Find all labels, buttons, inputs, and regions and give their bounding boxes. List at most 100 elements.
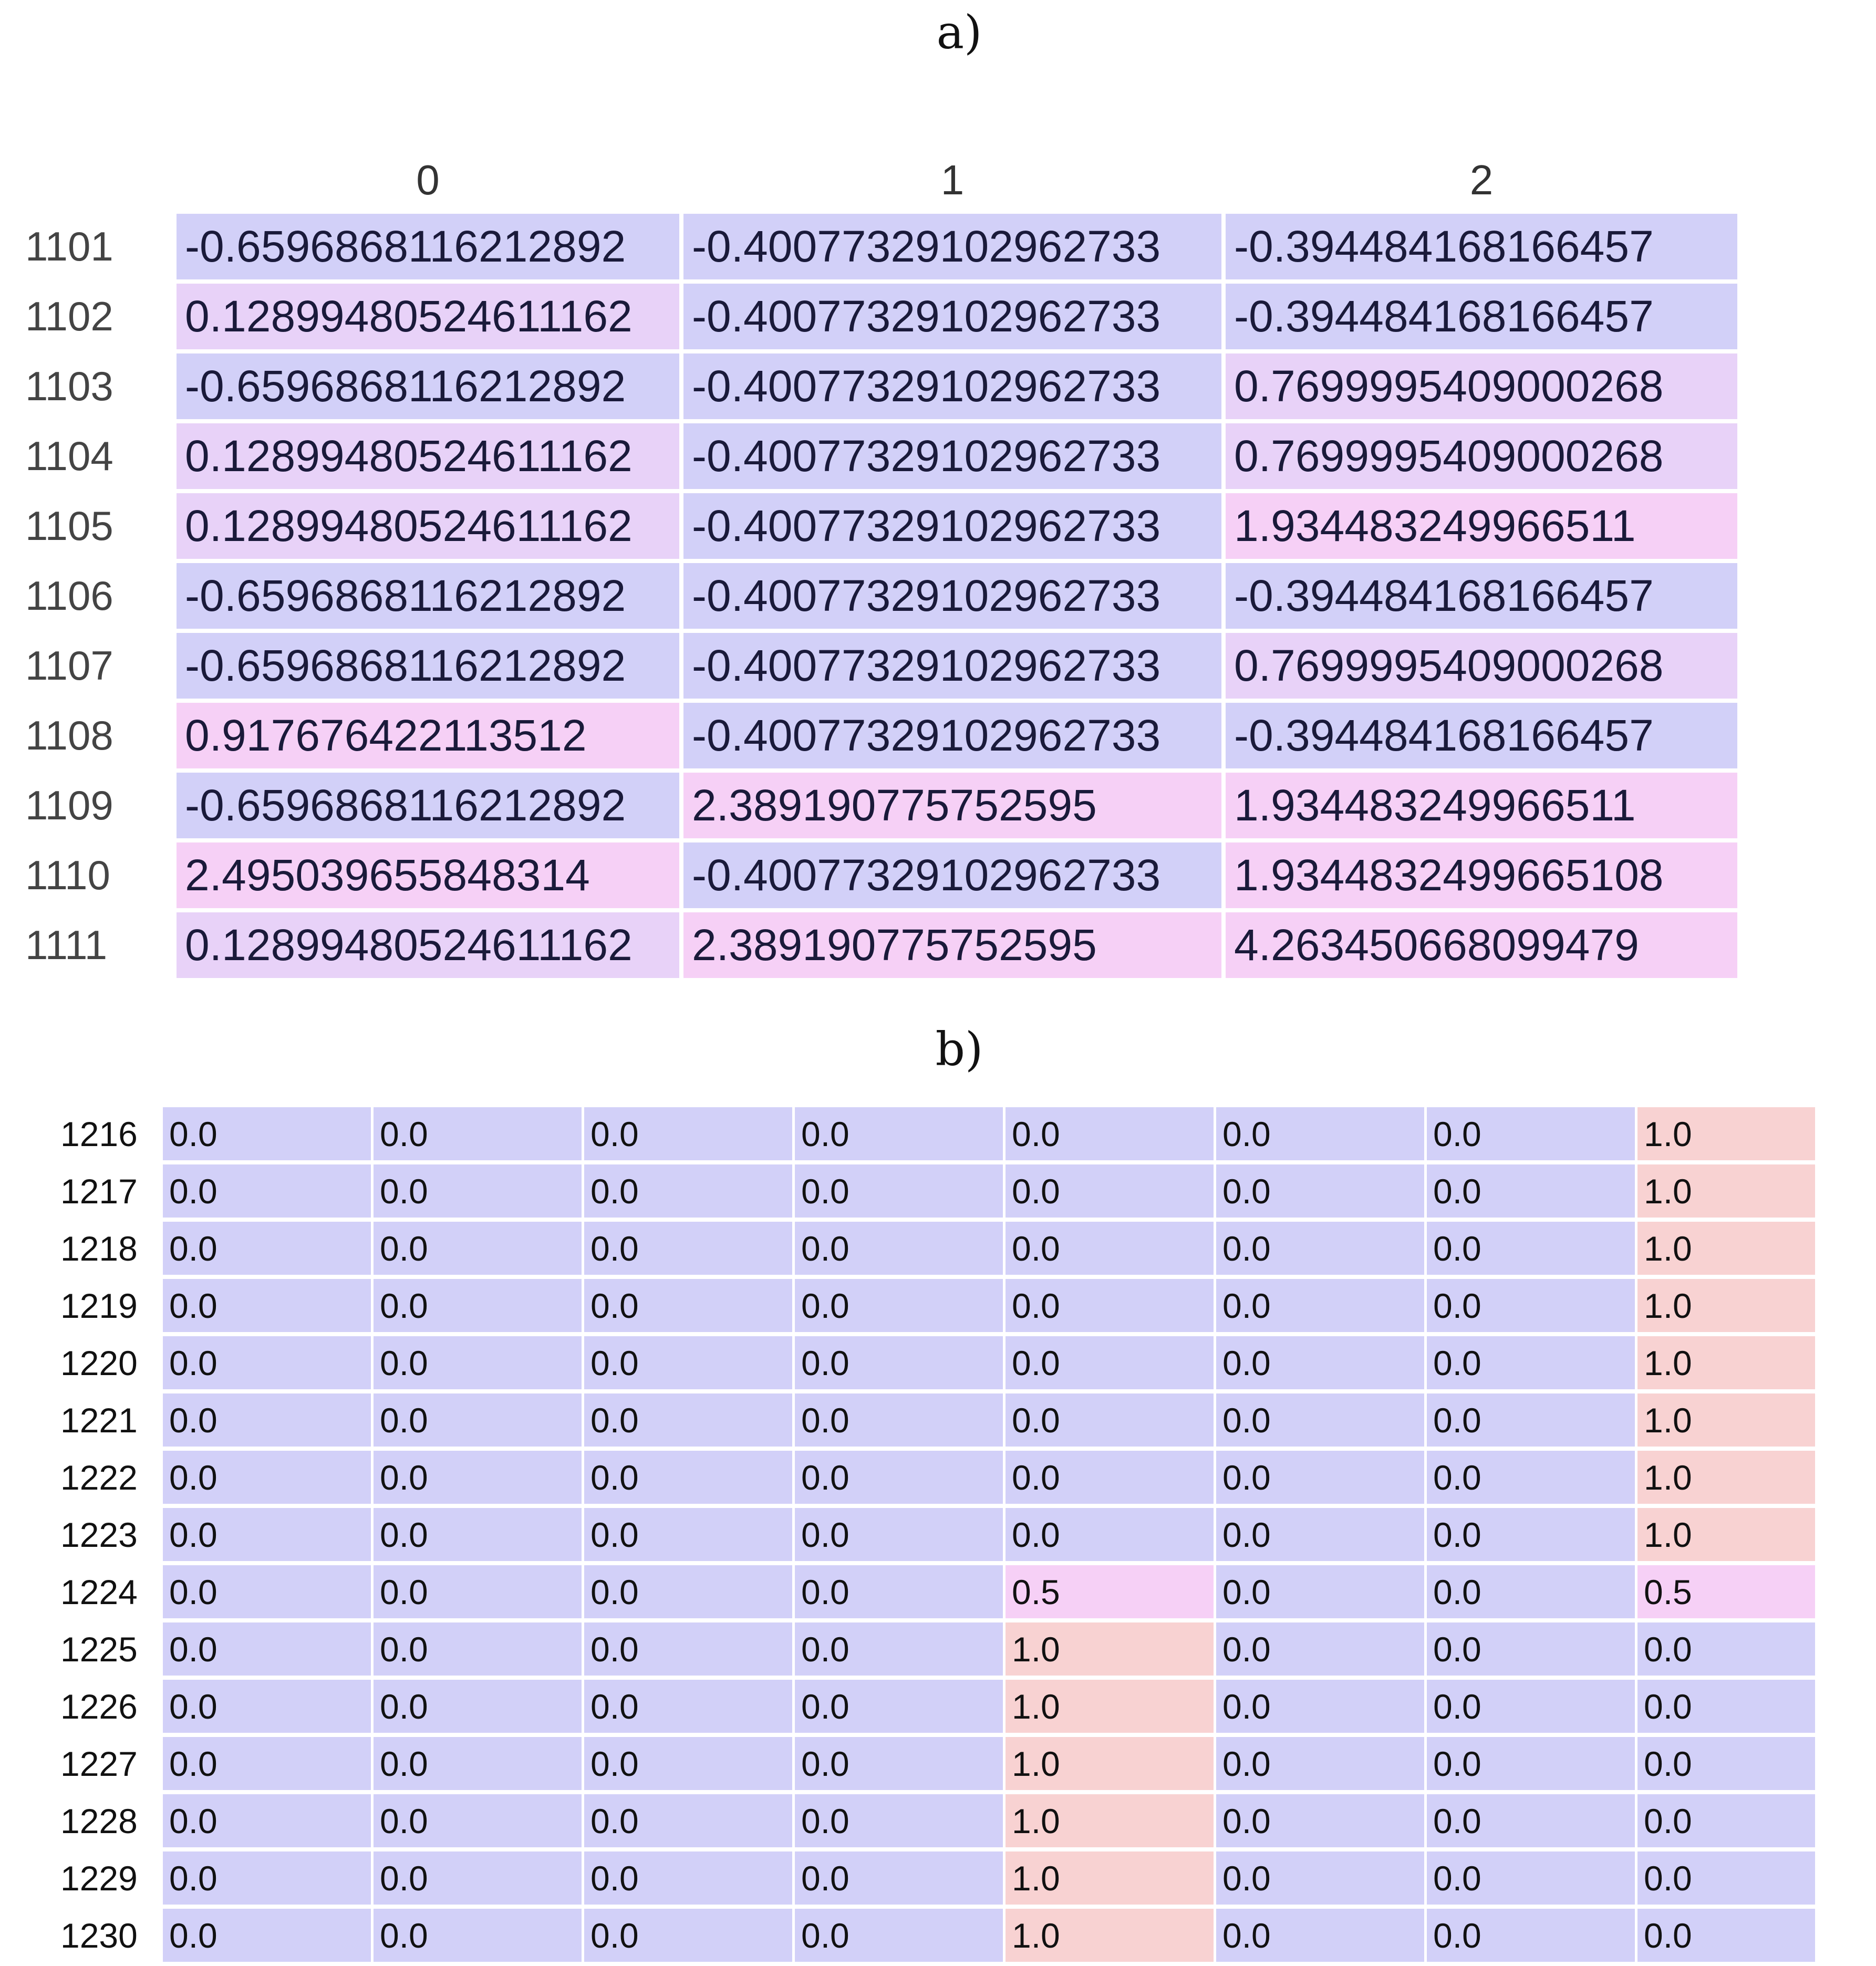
caption-b: b) bbox=[935, 1022, 983, 1076]
table-cell: 0.0 bbox=[795, 1279, 1003, 1332]
table-cell: 0.0 bbox=[584, 1393, 792, 1447]
column-header-1: 1 bbox=[940, 157, 965, 203]
table-cell: 0.0 bbox=[584, 1851, 792, 1905]
table-cell: 1.0 bbox=[1637, 1279, 1815, 1332]
table-cell: 0.0 bbox=[374, 1164, 582, 1218]
table-cell: 0.0 bbox=[1427, 1508, 1635, 1561]
table-cell: 0.0 bbox=[795, 1909, 1003, 1962]
table-cell: 0.0 bbox=[584, 1508, 792, 1561]
row-index-label: 1226 bbox=[50, 1680, 160, 1733]
table-cell: -0.6596868116212892 bbox=[177, 214, 679, 279]
table-row: 1109 -0.6596868116212892 2.389190775752595… bbox=[20, 773, 1737, 838]
table-cell: -0.40077329102962733 bbox=[683, 214, 1221, 279]
row-index-label: 1108 bbox=[20, 703, 172, 768]
table-cell: 1.934483249966511 bbox=[1226, 773, 1737, 838]
table-row: 1220 0.0 0.0 0.0 0.0 0.0 0.0 0.0 1.0 bbox=[50, 1336, 1815, 1389]
table-cell: 0.0 bbox=[584, 1336, 792, 1389]
table-cell: 2.389190775752595 bbox=[683, 912, 1221, 978]
table-row: 1104 0.12899480524611162 -0.40077329102962… bbox=[20, 423, 1737, 489]
row-index-label: 1224 bbox=[50, 1565, 160, 1618]
table-cell: 0.0 bbox=[374, 1737, 582, 1790]
table-row: 1226 0.0 0.0 0.0 0.0 1.0 0.0 0.0 0.0 bbox=[50, 1680, 1815, 1733]
table-cell: 0.0 bbox=[1637, 1737, 1815, 1790]
table-cell: 0.0 bbox=[163, 1393, 371, 1447]
table-cell: 0.0 bbox=[795, 1508, 1003, 1561]
table-cell: 0.0 bbox=[795, 1393, 1003, 1447]
table-cell: -0.40077329102962733 bbox=[683, 563, 1221, 629]
row-index-label: 1217 bbox=[50, 1164, 160, 1218]
table-cell: 0.0 bbox=[1006, 1107, 1214, 1160]
row-index-label: 1221 bbox=[50, 1393, 160, 1447]
table-cell: 1.0 bbox=[1006, 1680, 1214, 1733]
table-cell: 1.0 bbox=[1006, 1794, 1214, 1847]
table-cell: 0.0 bbox=[584, 1680, 792, 1733]
table-cell: 0.0 bbox=[374, 1680, 582, 1733]
caption-a: a) bbox=[936, 5, 982, 59]
table-cell: 0.0 bbox=[1427, 1222, 1635, 1275]
table-cell: 0.0 bbox=[584, 1107, 792, 1160]
table-cell: 1.0 bbox=[1637, 1222, 1815, 1275]
table-cell: 0.0 bbox=[584, 1794, 792, 1847]
table-cell: 0.0 bbox=[584, 1222, 792, 1275]
row-index-label: 1218 bbox=[50, 1222, 160, 1275]
table-cell: 0.0 bbox=[1637, 1794, 1815, 1847]
table-cell: 0.0 bbox=[163, 1851, 371, 1905]
table-cell: -0.394484168166457 bbox=[1226, 703, 1737, 768]
table-cell: 0.0 bbox=[1427, 1393, 1635, 1447]
table-cell: 1.0 bbox=[1637, 1107, 1815, 1160]
table-row: 1229 0.0 0.0 0.0 0.0 1.0 0.0 0.0 0.0 bbox=[50, 1851, 1815, 1905]
dataframe-table-b: 1216 0.0 0.0 0.0 0.0 0.0 0.0 0.0 1.0 1217 0.0 0.0 0.… bbox=[47, 1103, 1818, 1966]
table-row: 1227 0.0 0.0 0.0 0.0 1.0 0.0 0.0 0.0 bbox=[50, 1737, 1815, 1790]
table-row: 1230 0.0 0.0 0.0 0.0 1.0 0.0 0.0 0.0 bbox=[50, 1909, 1815, 1962]
table-cell: 0.0 bbox=[584, 1737, 792, 1790]
table-cell: 0.0 bbox=[1216, 1164, 1424, 1218]
table-cell: 0.0 bbox=[163, 1680, 371, 1733]
dataframe-table-a: 0 1 2 1101 -0.6596868116212892 -0.40077329… bbox=[16, 142, 1742, 982]
table-cell: 0.0 bbox=[1006, 1164, 1214, 1218]
table-cell: 2.389190775752595 bbox=[683, 773, 1221, 838]
table-row: 1107 -0.6596868116212892 -0.40077329102962… bbox=[20, 633, 1737, 699]
table-cell: 0.0 bbox=[1427, 1336, 1635, 1389]
table-cell: 0.0 bbox=[163, 1737, 371, 1790]
table-cell: 0.0 bbox=[1427, 1164, 1635, 1218]
table-cell: 1.0 bbox=[1637, 1508, 1815, 1561]
row-index-label: 1230 bbox=[50, 1909, 160, 1962]
header-row: 0 1 2 bbox=[20, 146, 1737, 210]
table-cell: 0.0 bbox=[795, 1737, 1003, 1790]
table-cell: -0.394484168166457 bbox=[1226, 214, 1737, 279]
table-cell: 0.0 bbox=[584, 1909, 792, 1962]
table-cell: 0.0 bbox=[584, 1164, 792, 1218]
table-cell: -0.40077329102962733 bbox=[683, 493, 1221, 559]
table-cell: 0.12899480524611162 bbox=[177, 912, 679, 978]
table-cell: 0.0 bbox=[795, 1222, 1003, 1275]
table-cell: 0.0 bbox=[374, 1508, 582, 1561]
table-cell: -0.40077329102962733 bbox=[683, 284, 1221, 349]
table-row: 1101 -0.6596868116212892 -0.40077329102962… bbox=[20, 214, 1737, 279]
table-row: 1228 0.0 0.0 0.0 0.0 1.0 0.0 0.0 0.0 bbox=[50, 1794, 1815, 1847]
table-cell: 0.0 bbox=[163, 1565, 371, 1618]
row-index-label: 1105 bbox=[20, 493, 172, 559]
table-cell: 0.0 bbox=[374, 1451, 582, 1504]
table-cell: 0.0 bbox=[1427, 1622, 1635, 1676]
table-cell: 0.0 bbox=[1637, 1851, 1815, 1905]
table-cell: 0.0 bbox=[374, 1222, 582, 1275]
table-cell: 0.0 bbox=[584, 1451, 792, 1504]
row-index-label: 1103 bbox=[20, 353, 172, 419]
table-cell: 0.0 bbox=[1216, 1794, 1424, 1847]
table-cell: 0.5 bbox=[1006, 1565, 1214, 1618]
table-cell: -0.40077329102962733 bbox=[683, 353, 1221, 419]
table-cell: 0.0 bbox=[1427, 1851, 1635, 1905]
table-cell: 0.0 bbox=[163, 1508, 371, 1561]
table-cell: 1.0 bbox=[1637, 1164, 1815, 1218]
table-cell: 0.0 bbox=[374, 1794, 582, 1847]
table-cell: 0.0 bbox=[1216, 1508, 1424, 1561]
table-cell: -0.6596868116212892 bbox=[177, 773, 679, 838]
table-cell: 0.12899480524611162 bbox=[177, 423, 679, 489]
column-header-2: 2 bbox=[1469, 157, 1494, 203]
table-row: 1108 0.917676422113512 -0.4007732910296273… bbox=[20, 703, 1737, 768]
table-cell: 0.0 bbox=[1216, 1336, 1424, 1389]
table-row: 1110 2.495039655848314 -0.4007732910296273… bbox=[20, 842, 1737, 908]
table-cell: 0.0 bbox=[374, 1107, 582, 1160]
table-cell: 0.0 bbox=[163, 1909, 371, 1962]
row-index-label: 1111 bbox=[20, 912, 172, 978]
